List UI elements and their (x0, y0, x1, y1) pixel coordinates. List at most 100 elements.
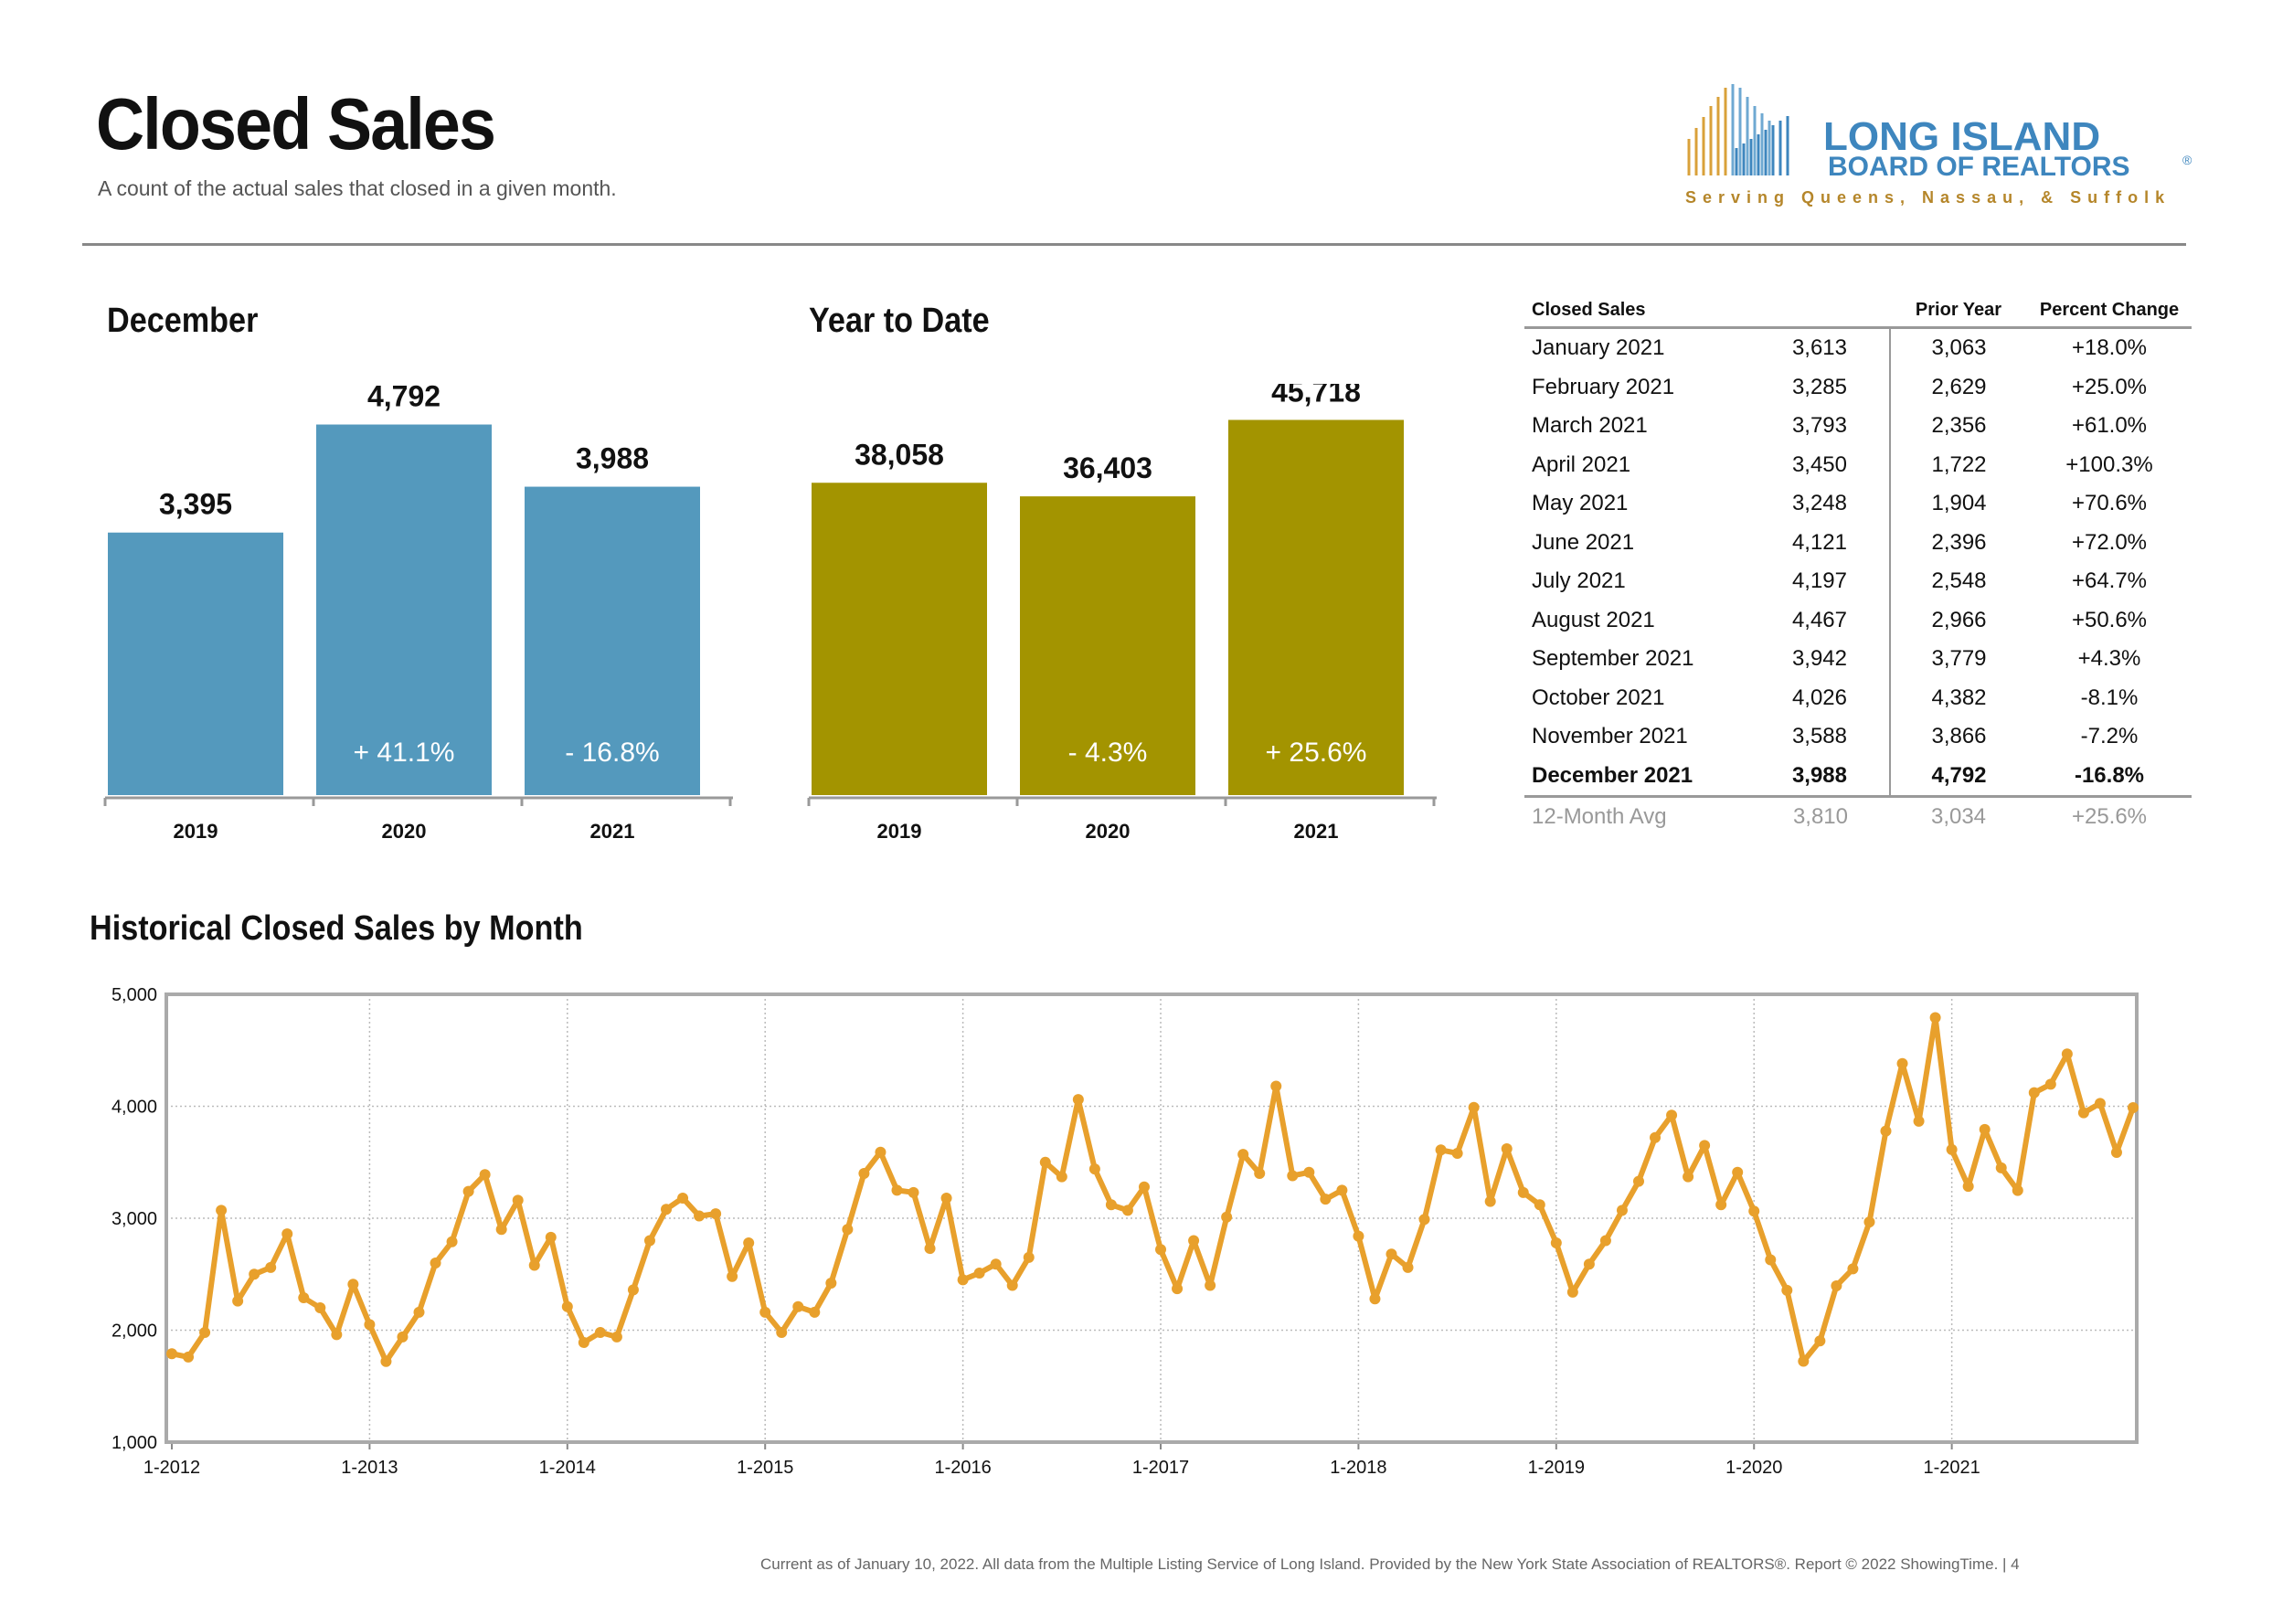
hist-data-point (462, 1185, 474, 1197)
table-row: July 2021 4,197 2,548 +64.7% (1524, 562, 2192, 601)
logo-tagline: Serving Queens, Nassau, & Suffolk (1685, 188, 2171, 207)
hist-data-point (1484, 1195, 1496, 1207)
hist-data-point (216, 1205, 228, 1216)
december-value-label: 3,988 (576, 442, 649, 475)
hist-data-point (1566, 1286, 1578, 1298)
table-cell-label: March 2021 (1532, 413, 1648, 439)
ytd-change-label: + 25.6% (1266, 738, 1367, 768)
hist-x-tick-label: 1-2018 (1330, 1458, 1386, 1478)
hist-data-point (2044, 1078, 2056, 1090)
ytd-change-label: - 4.3% (1068, 738, 1148, 768)
hist-data-point (1121, 1205, 1133, 1216)
table-row: May 2021 3,248 1,904 +70.6% (1524, 484, 2192, 524)
hist-x-tick-label: 1-2016 (934, 1458, 991, 1478)
december-category-label: 2020 (382, 820, 427, 843)
hist-data-point (990, 1258, 1002, 1270)
hist-x-tick-label: 1-2015 (737, 1458, 793, 1478)
hist-data-point (1995, 1162, 2007, 1173)
hist-data-point (1683, 1171, 1694, 1183)
table-header-percent-change: Percent Change (2027, 300, 2192, 329)
hist-data-point (759, 1306, 771, 1318)
hist-x-tick-label: 1-2021 (1923, 1458, 1980, 1478)
hist-data-point (1188, 1235, 1200, 1247)
hist-data-point (380, 1355, 392, 1367)
table-cell-label: June 2021 (1532, 529, 1635, 555)
hist-data-point (495, 1224, 507, 1236)
hist-x-tick-label: 1-2012 (143, 1458, 200, 1478)
table-cell-prior: 3,866 (1931, 724, 1987, 749)
table-cell-prior: 4,382 (1931, 685, 1987, 710)
hist-data-point (232, 1295, 244, 1307)
hist-data-point (2077, 1107, 2089, 1119)
table-cell-current: 3,450 (1753, 445, 1891, 484)
hist-data-point (265, 1261, 277, 1273)
table-cell-label: April 2021 (1532, 451, 1631, 477)
hist-data-point (891, 1184, 903, 1196)
hist-x-tick-label: 1-2020 (1725, 1458, 1782, 1478)
hist-data-point (1501, 1143, 1513, 1155)
hist-data-point (479, 1169, 491, 1181)
table-cell-prior: 2,548 (1931, 568, 1987, 594)
page-subtitle: A count of the actual sales that closed … (98, 176, 617, 200)
hist-data-point (2028, 1087, 2040, 1099)
december-bar-2020 (316, 424, 492, 795)
december-bar-2019 (108, 532, 283, 795)
hist-data-point (1254, 1168, 1266, 1179)
table-cell-label: February 2021 (1532, 374, 1675, 399)
table-cell-prior: 2,966 (1931, 607, 1987, 632)
table-cell-change: +72.0% (2071, 529, 2148, 555)
hist-data-point (331, 1329, 343, 1341)
hist-data-point (1155, 1244, 1167, 1256)
table-cell-current: 4,121 (1753, 523, 1891, 562)
hist-data-point (1896, 1057, 1908, 1069)
table-cell-prior: 2,396 (1931, 529, 1987, 555)
ytd-category-label: 2021 (1294, 820, 1339, 843)
december-category-label: 2019 (174, 820, 218, 843)
table-cell-prior: 1,904 (1931, 491, 1987, 516)
table-cell-change: -8.1% (2080, 685, 2139, 710)
table-row: April 2021 3,450 1,722 +100.3% (1524, 445, 2192, 484)
hist-data-point (1715, 1199, 1727, 1211)
hist-data-point (1221, 1211, 1233, 1223)
hist-data-point (1418, 1214, 1430, 1226)
hist-data-point (1172, 1283, 1184, 1295)
ytd-category-label: 2020 (1086, 820, 1131, 843)
table-cell-current: 3,793 (1753, 407, 1891, 446)
hist-data-point (1765, 1254, 1777, 1266)
hist-data-point (858, 1168, 870, 1179)
hist-data-point (1880, 1125, 1892, 1137)
table-cell-current: 3,613 (1753, 327, 1891, 368)
logo-line2: BOARD OF REALTORS (1828, 152, 2130, 182)
hist-data-point (924, 1243, 936, 1255)
table-cell-change: +25.6% (2071, 804, 2148, 830)
hist-data-point (1353, 1230, 1364, 1242)
table-row: February 2021 3,285 2,629 +25.0% (1524, 367, 2192, 407)
hist-data-point (1303, 1166, 1315, 1178)
table-cell-label: January 2021 (1532, 335, 1665, 361)
table-cell-current: 4,467 (1753, 600, 1891, 640)
table-cell-label: September 2021 (1532, 646, 1694, 672)
closed-sales-table: Closed Sales Prior Year Percent Change J… (1524, 300, 2192, 837)
hist-data-point (610, 1331, 622, 1343)
ytd-bar-2021 (1228, 419, 1404, 795)
hist-data-point (1072, 1094, 1084, 1106)
hist-x-tick-label: 1-2014 (539, 1458, 596, 1478)
hist-data-point (792, 1300, 804, 1312)
hist-data-point (545, 1231, 557, 1243)
december-bar-2021 (525, 486, 700, 795)
hist-data-point (825, 1278, 837, 1290)
hist-y-tick-label: 3,000 (111, 1209, 157, 1229)
hist-data-point (446, 1236, 458, 1247)
december-value-label: 3,395 (159, 488, 232, 521)
historical-chart-title: Historical Closed Sales by Month (90, 909, 583, 948)
hist-data-point (166, 1348, 177, 1360)
hist-data-point (397, 1331, 409, 1343)
hist-data-point (776, 1326, 788, 1338)
table-cell-label: August 2021 (1532, 607, 1655, 632)
hist-data-point (1550, 1237, 1562, 1248)
hist-data-point (710, 1208, 722, 1220)
hist-data-point (1831, 1279, 1842, 1291)
hist-data-point (1863, 1216, 1875, 1228)
hist-data-point (298, 1291, 310, 1303)
hist-data-point (1534, 1199, 1545, 1211)
